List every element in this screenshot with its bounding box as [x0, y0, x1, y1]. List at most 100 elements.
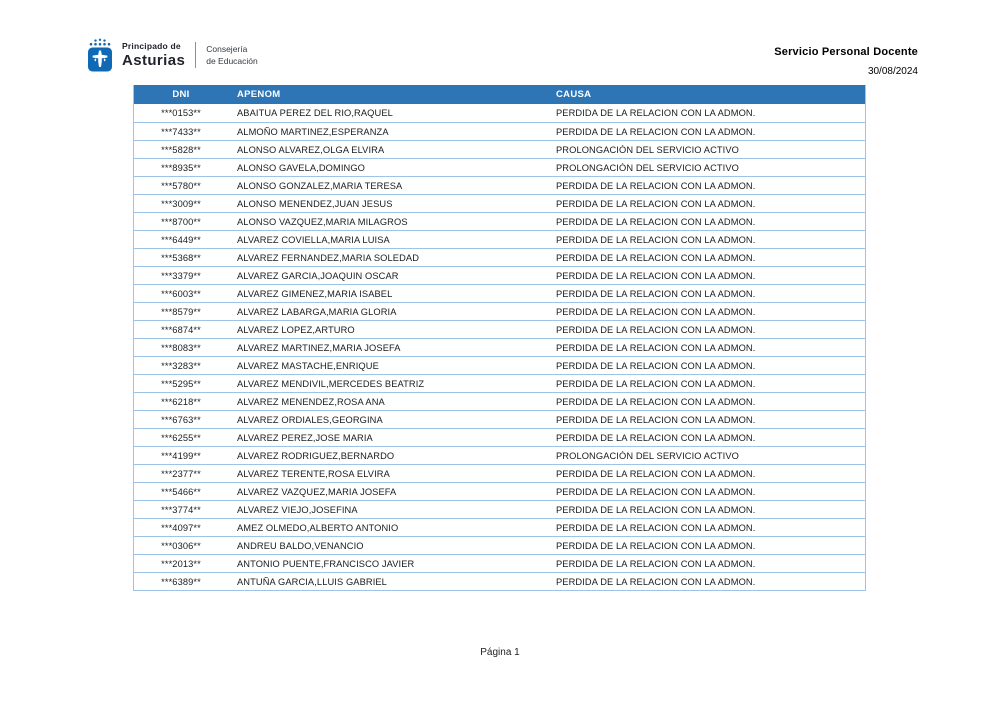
cell-dni: ***8083** [161, 342, 201, 353]
cell-apenom: AMEZ OLMEDO,ALBERTO ANTONIO [237, 522, 399, 533]
table-row: ***5780** ALONSO GONZALEZ,MARIA TERESA P… [134, 176, 865, 194]
cell-dni: ***0306** [161, 540, 201, 551]
cell-causa: PERDIDA DE LA RELACION CON LA ADMON. [556, 396, 756, 407]
cell-dni: ***5295** [161, 378, 201, 389]
cell-apenom: ANDREU BALDO,VENANCIO [237, 540, 364, 551]
principality-wordmark: Principado de Asturias [122, 42, 185, 68]
table-row: ***6003** ALVAREZ GIMENEZ,MARIA ISABEL P… [134, 284, 865, 302]
cell-apenom: ALVAREZ TERENTE,ROSA ELVIRA [237, 468, 390, 479]
cell-dni: ***5828** [161, 144, 201, 155]
cell-apenom: ANTUÑA GARCIA,LLUIS GABRIEL [237, 576, 387, 587]
cell-apenom: ALVAREZ MENENDEZ,ROSA ANA [237, 396, 385, 407]
report-title: Servicio Personal Docente [774, 46, 918, 58]
cell-causa: PERDIDA DE LA RELACION CON LA ADMON. [556, 378, 756, 389]
cell-apenom: ALVAREZ RODRIGUEZ,BERNARDO [237, 450, 395, 461]
cell-dni: ***6003** [161, 288, 201, 299]
table-row: ***8579** ALVAREZ LABARGA,MARIA GLORIA P… [134, 302, 865, 320]
table-row: ***3379** ALVAREZ GARCIA,JOAQUIN OSCAR P… [134, 266, 865, 284]
cell-apenom: ALVAREZ VAZQUEZ,MARIA JOSEFA [237, 486, 397, 497]
cell-apenom: ALONSO GONZALEZ,MARIA TERESA [237, 180, 403, 191]
table-row: ***3774** ALVAREZ VIEJO,JOSEFINA PERDIDA… [134, 500, 865, 518]
cell-causa: PERDIDA DE LA RELACION CON LA ADMON. [556, 126, 756, 137]
cell-apenom: ALVAREZ LABARGA,MARIA GLORIA [237, 306, 397, 317]
cell-dni: ***3774** [161, 504, 201, 515]
table-row: ***8083** ALVAREZ MARTINEZ,MARIA JOSEFA … [134, 338, 865, 356]
table-row: ***6874** ALVAREZ LOPEZ,ARTURO PERDIDA D… [134, 320, 865, 338]
cell-apenom: ANTONIO PUENTE,FRANCISCO JAVIER [237, 558, 415, 569]
cell-dni: ***0153** [161, 108, 201, 118]
cell-dni: ***2013** [161, 558, 201, 569]
cell-apenom: ALVAREZ GIMENEZ,MARIA ISABEL [237, 288, 393, 299]
cell-causa: PERDIDA DE LA RELACION CON LA ADMON. [556, 270, 756, 281]
cell-dni: ***8579** [161, 306, 201, 317]
cell-dni: ***4097** [161, 522, 201, 533]
table-row: ***0306** ANDREU BALDO,VENANCIO PERDIDA … [134, 536, 865, 554]
table-body: ***0153** ABAITUA PEREZ DEL RIO,RAQUEL P… [134, 104, 865, 590]
column-header-apenom: APENOM [237, 89, 281, 100]
page-number-label: Página 1 [480, 647, 520, 658]
table-row: ***5828** ALONSO ALVAREZ,OLGA ELVIRA PRO… [134, 140, 865, 158]
principality-big-label: Asturias [122, 51, 186, 69]
table-row: ***5295** ALVAREZ MENDIVIL,MERCEDES BEAT… [134, 374, 865, 392]
table-row: ***6389** ANTUÑA GARCIA,LLUIS GABRIEL PE… [134, 572, 865, 590]
brand-divider [195, 42, 197, 68]
cell-causa: PERDIDA DE LA RELACION CON LA ADMON. [556, 468, 756, 479]
cell-causa: PROLONGACIÓN DEL SERVICIO ACTIVO [556, 450, 739, 461]
department-label: Consejería de Educación [206, 43, 258, 68]
cell-apenom: ALVAREZ MENDIVIL,MERCEDES BEATRIZ [237, 378, 425, 389]
table-row: ***8700** ALONSO VAZQUEZ,MARIA MILAGROS … [134, 212, 865, 230]
cell-dni: ***4199** [161, 450, 201, 461]
table-row: ***6255** ALVAREZ PEREZ,JOSE MARIA PERDI… [134, 428, 865, 446]
cell-dni: ***6449** [161, 234, 201, 245]
cell-causa: PERDIDA DE LA RELACION CON LA ADMON. [556, 576, 756, 587]
brand-block: Principado de Asturias Consejería de Edu… [86, 38, 258, 72]
cell-dni: ***3283** [161, 360, 201, 371]
table-row: ***6763** ALVAREZ ORDIALES,GEORGINA PERD… [134, 410, 865, 428]
cell-apenom: ALVAREZ ORDIALES,GEORGINA [237, 414, 383, 425]
cell-apenom: ALVAREZ GARCIA,JOAQUIN OSCAR [237, 270, 399, 281]
cell-apenom: ALVAREZ FERNANDEZ,MARIA SOLEDAD [237, 252, 420, 263]
cell-causa: PERDIDA DE LA RELACION CON LA ADMON. [556, 180, 756, 191]
table-row: ***5368** ALVAREZ FERNANDEZ,MARIA SOLEDA… [134, 248, 865, 266]
table-header-row: DNI APENOM CAUSA [134, 85, 865, 104]
cell-causa: PERDIDA DE LA RELACION CON LA ADMON. [556, 360, 756, 371]
cell-causa: PROLONGACIÓN DEL SERVICIO ACTIVO [556, 144, 739, 155]
table-row: ***6218** ALVAREZ MENENDEZ,ROSA ANA PERD… [134, 392, 865, 410]
cell-dni: ***6763** [161, 414, 201, 425]
principality-small-label: Principado de [122, 41, 181, 52]
report-header: Servicio Personal Docente 30/08/2024 [774, 46, 918, 77]
cell-apenom: ALONSO MENENDEZ,JUAN JESUS [237, 198, 393, 209]
column-header-dni: DNI [172, 89, 190, 100]
cell-apenom: ALVAREZ MARTINEZ,MARIA JOSEFA [237, 342, 401, 353]
cell-apenom: ALONSO VAZQUEZ,MARIA MILAGROS [237, 216, 408, 227]
cell-causa: PERDIDA DE LA RELACION CON LA ADMON. [556, 324, 756, 335]
cell-causa: PERDIDA DE LA RELACION CON LA ADMON. [556, 414, 756, 425]
cell-dni: ***6218** [161, 396, 201, 407]
table-row: ***3009** ALONSO MENENDEZ,JUAN JESUS PER… [134, 194, 865, 212]
cell-causa: PERDIDA DE LA RELACION CON LA ADMON. [556, 216, 756, 227]
cell-dni: ***5466** [161, 486, 201, 497]
cell-causa: PERDIDA DE LA RELACION CON LA ADMON. [556, 486, 756, 497]
cell-dni: ***3009** [161, 198, 201, 209]
cell-dni: ***6255** [161, 432, 201, 443]
cell-apenom: ALVAREZ PEREZ,JOSE MARIA [237, 432, 373, 443]
table-row: ***2377** ALVAREZ TERENTE,ROSA ELVIRA PE… [134, 464, 865, 482]
table-row: ***2013** ANTONIO PUENTE,FRANCISCO JAVIE… [134, 554, 865, 572]
cell-dni: ***7433** [161, 126, 201, 137]
cell-dni: ***2377** [161, 468, 201, 479]
cell-causa: PERDIDA DE LA RELACION CON LA ADMON. [556, 234, 756, 245]
department-line1: Consejería [206, 43, 248, 54]
column-header-causa: CAUSA [556, 89, 592, 100]
report-date: 30/08/2024 [867, 66, 918, 77]
cell-apenom: ALMOÑO MARTINEZ,ESPERANZA [237, 126, 389, 137]
cell-causa: PERDIDA DE LA RELACION CON LA ADMON. [556, 108, 756, 118]
cell-dni: ***3379** [161, 270, 201, 281]
cell-dni: ***5368** [161, 252, 201, 263]
cell-causa: PERDIDA DE LA RELACION CON LA ADMON. [556, 432, 756, 443]
cell-causa: PERDIDA DE LA RELACION CON LA ADMON. [556, 288, 756, 299]
cell-causa: PERDIDA DE LA RELACION CON LA ADMON. [556, 558, 756, 569]
cell-apenom: ALVAREZ LOPEZ,ARTURO [237, 324, 355, 335]
cell-causa: PERDIDA DE LA RELACION CON LA ADMON. [556, 504, 756, 515]
table-row: ***3283** ALVAREZ MASTACHE,ENRIQUE PERDI… [134, 356, 865, 374]
cell-apenom: ALVAREZ MASTACHE,ENRIQUE [237, 360, 379, 371]
